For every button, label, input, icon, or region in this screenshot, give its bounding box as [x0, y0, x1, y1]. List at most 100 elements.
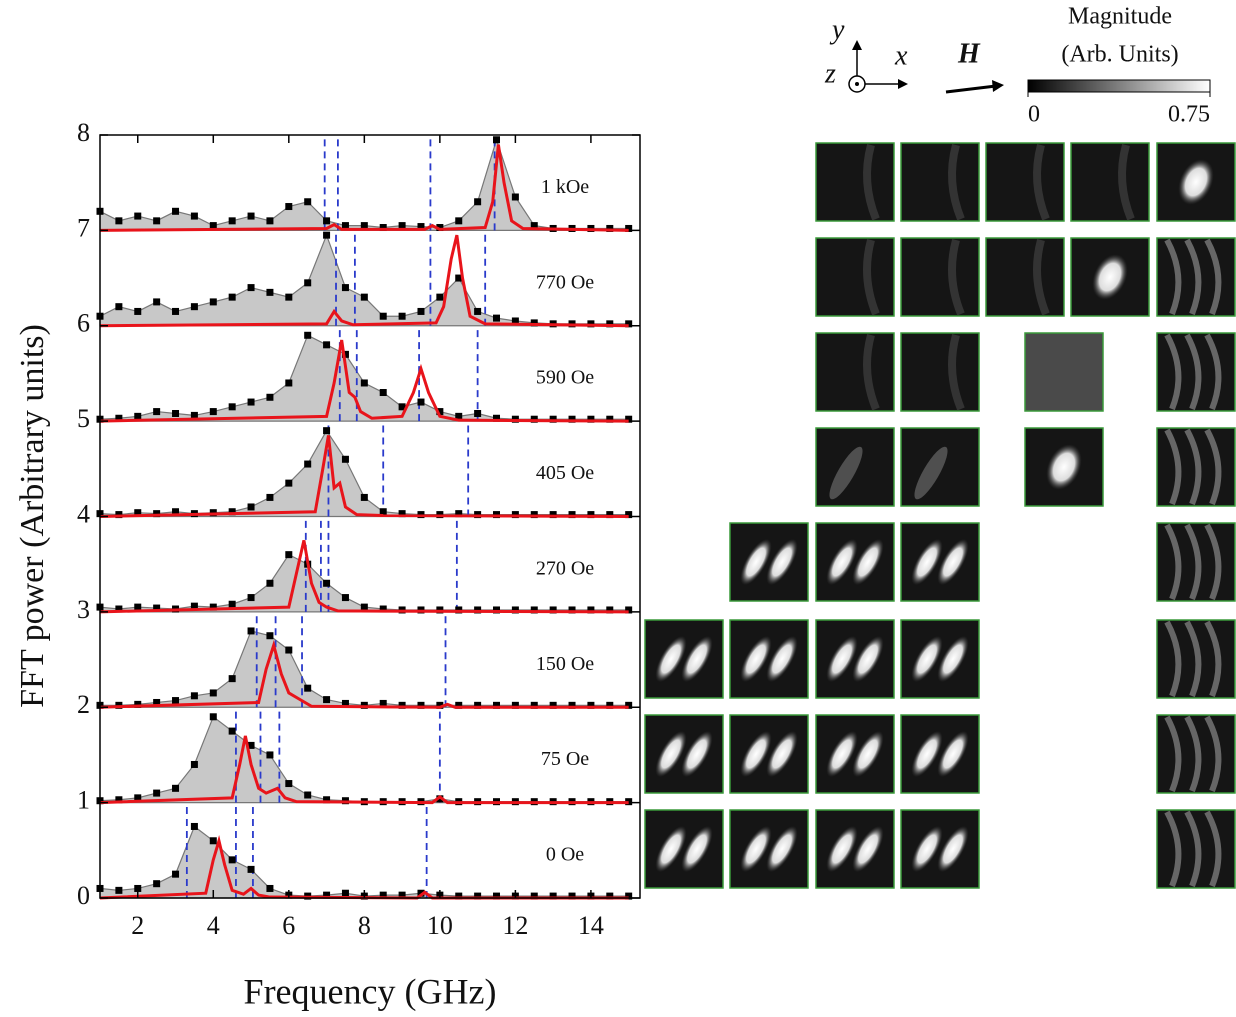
data-point: [606, 320, 614, 328]
data-point: [266, 393, 274, 401]
simulation-line: [99, 540, 629, 614]
data-point: [304, 684, 312, 692]
data-point: [209, 222, 217, 230]
image-blob: [740, 538, 772, 586]
data-point: [474, 409, 482, 417]
data-point: [568, 892, 576, 900]
image-blob: [852, 825, 884, 873]
image-blob: [852, 730, 884, 778]
image-curve: [1204, 523, 1222, 601]
simulation-line: [99, 234, 629, 328]
data-point: [209, 713, 217, 721]
image-curve: [1164, 715, 1182, 793]
data-point: [379, 312, 387, 320]
image-curve: [1204, 620, 1222, 698]
data-point: [606, 892, 614, 900]
data-point: [360, 379, 368, 387]
data-point: [115, 414, 123, 422]
trace-label: 75 Oe: [541, 748, 589, 770]
data-point: [417, 398, 425, 406]
image-curve: [1184, 810, 1202, 888]
image-bg: [815, 237, 895, 317]
trace-label: 270 Oe: [536, 557, 594, 579]
data-point: [417, 889, 425, 897]
data-point: [134, 794, 142, 802]
data-point: [436, 795, 444, 803]
data-point: [172, 508, 180, 516]
data-point: [474, 701, 482, 709]
data-point: [606, 511, 614, 519]
data-point: [436, 293, 444, 301]
data-point: [455, 412, 463, 420]
image-blob: [766, 538, 798, 586]
data-point: [398, 222, 406, 230]
data-point: [360, 493, 368, 501]
y-tick-label: 3: [77, 595, 90, 624]
data-point: [549, 511, 557, 519]
data-point: [228, 675, 236, 683]
data-point: [360, 603, 368, 611]
image-bg: [815, 714, 895, 794]
mode-image: [1156, 522, 1236, 602]
y-tick-label: 4: [77, 499, 90, 528]
trace-label: 0 Oe: [546, 844, 584, 866]
data-point: [530, 222, 538, 230]
image-blob: [766, 635, 798, 683]
data-point: [511, 701, 519, 709]
image-bg: [900, 522, 980, 602]
y-tick-label: 0: [77, 881, 90, 910]
data-point: [379, 605, 387, 613]
image-bg: [815, 142, 895, 222]
image-blob: [740, 825, 772, 873]
image-curve: [1204, 333, 1222, 411]
image-bg: [815, 332, 895, 412]
x-tick-label: 6: [282, 911, 295, 940]
data-point: [266, 217, 274, 225]
data-point: [153, 604, 161, 612]
data-point: [153, 789, 161, 797]
mode-image: [1156, 142, 1236, 222]
data-point: [455, 701, 463, 709]
mode-image: [815, 237, 895, 317]
image-curve: [1204, 810, 1222, 888]
image-edge: [863, 143, 880, 221]
data-point: [455, 274, 463, 282]
x-axis-label: Frequency (GHz): [244, 971, 497, 1011]
data-point: [209, 298, 217, 306]
arrow-head: [852, 40, 862, 50]
data-point: [190, 212, 198, 220]
data-point: [285, 551, 293, 559]
data-point: [360, 293, 368, 301]
data-point: [341, 594, 349, 602]
data-point: [153, 408, 161, 416]
image-bg: [1024, 332, 1104, 412]
data-point: [228, 293, 236, 301]
data-point: [304, 198, 312, 206]
image-bg: [985, 237, 1065, 317]
image-blob: [852, 538, 884, 586]
image-curve: [1184, 620, 1202, 698]
image-blob: [937, 635, 969, 683]
axis-symbol: y: [829, 14, 845, 45]
data-point: [115, 303, 123, 311]
image-blob: [655, 825, 687, 873]
image-curve: [1204, 428, 1222, 506]
data-point: [247, 865, 255, 873]
data-point: [134, 212, 142, 220]
axis-symbol: z: [824, 58, 836, 89]
data-point: [209, 837, 217, 845]
data-point: [625, 511, 633, 519]
data-point: [304, 279, 312, 287]
data-point: [436, 224, 444, 232]
data-point: [493, 314, 501, 322]
data-point: [455, 510, 463, 518]
data-point: [436, 701, 444, 709]
mode-image: [900, 809, 980, 889]
mode-image: [1156, 809, 1236, 889]
mode-image: [1070, 237, 1150, 317]
field-symbol: H: [957, 38, 981, 69]
y-tick-label: 2: [77, 690, 90, 719]
data-point: [323, 231, 331, 239]
data-point: [153, 217, 161, 225]
